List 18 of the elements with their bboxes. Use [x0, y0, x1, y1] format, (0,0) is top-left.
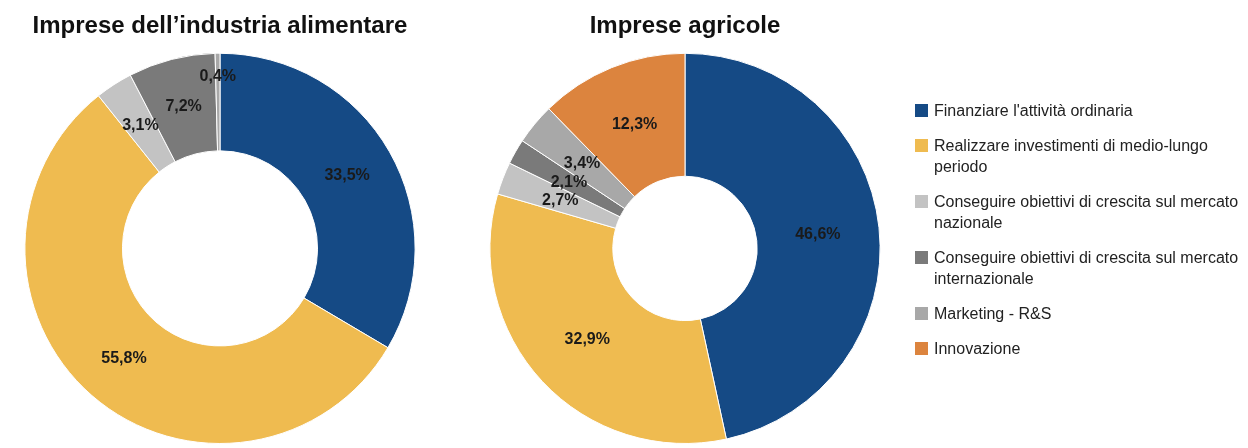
data-label: 32,9% — [564, 329, 610, 347]
legend-label: Conseguire obiettivi di crescita sul mercato internazionale — [934, 248, 1240, 289]
data-label: 46,6% — [795, 224, 841, 242]
legend-label: Marketing - R&S — [934, 304, 1052, 324]
chart-title: Imprese dell’industria alimentare — [32, 11, 408, 39]
legend-label: Realizzare investimenti di medio-lungo periodo — [934, 136, 1209, 177]
data-label: 33,5% — [324, 166, 370, 184]
data-label: 3,1% — [122, 116, 159, 133]
chart-title: Imprese agricole — [589, 11, 781, 39]
data-label: 0,4% — [199, 67, 237, 85]
legend-label: Innovazione — [934, 339, 1021, 359]
data-label: 3,4% — [563, 153, 601, 171]
data-label: 7,2% — [165, 97, 202, 115]
legend-label: Conseguire obiettivi di crescita sul mercato nazionale — [934, 192, 1240, 233]
data-label: 2,7% — [542, 190, 579, 208]
legend-label: Finanziare l'attività ordinaria — [934, 101, 1133, 121]
data-label: 12,3% — [611, 115, 658, 133]
data-label: 55,8% — [101, 349, 147, 367]
